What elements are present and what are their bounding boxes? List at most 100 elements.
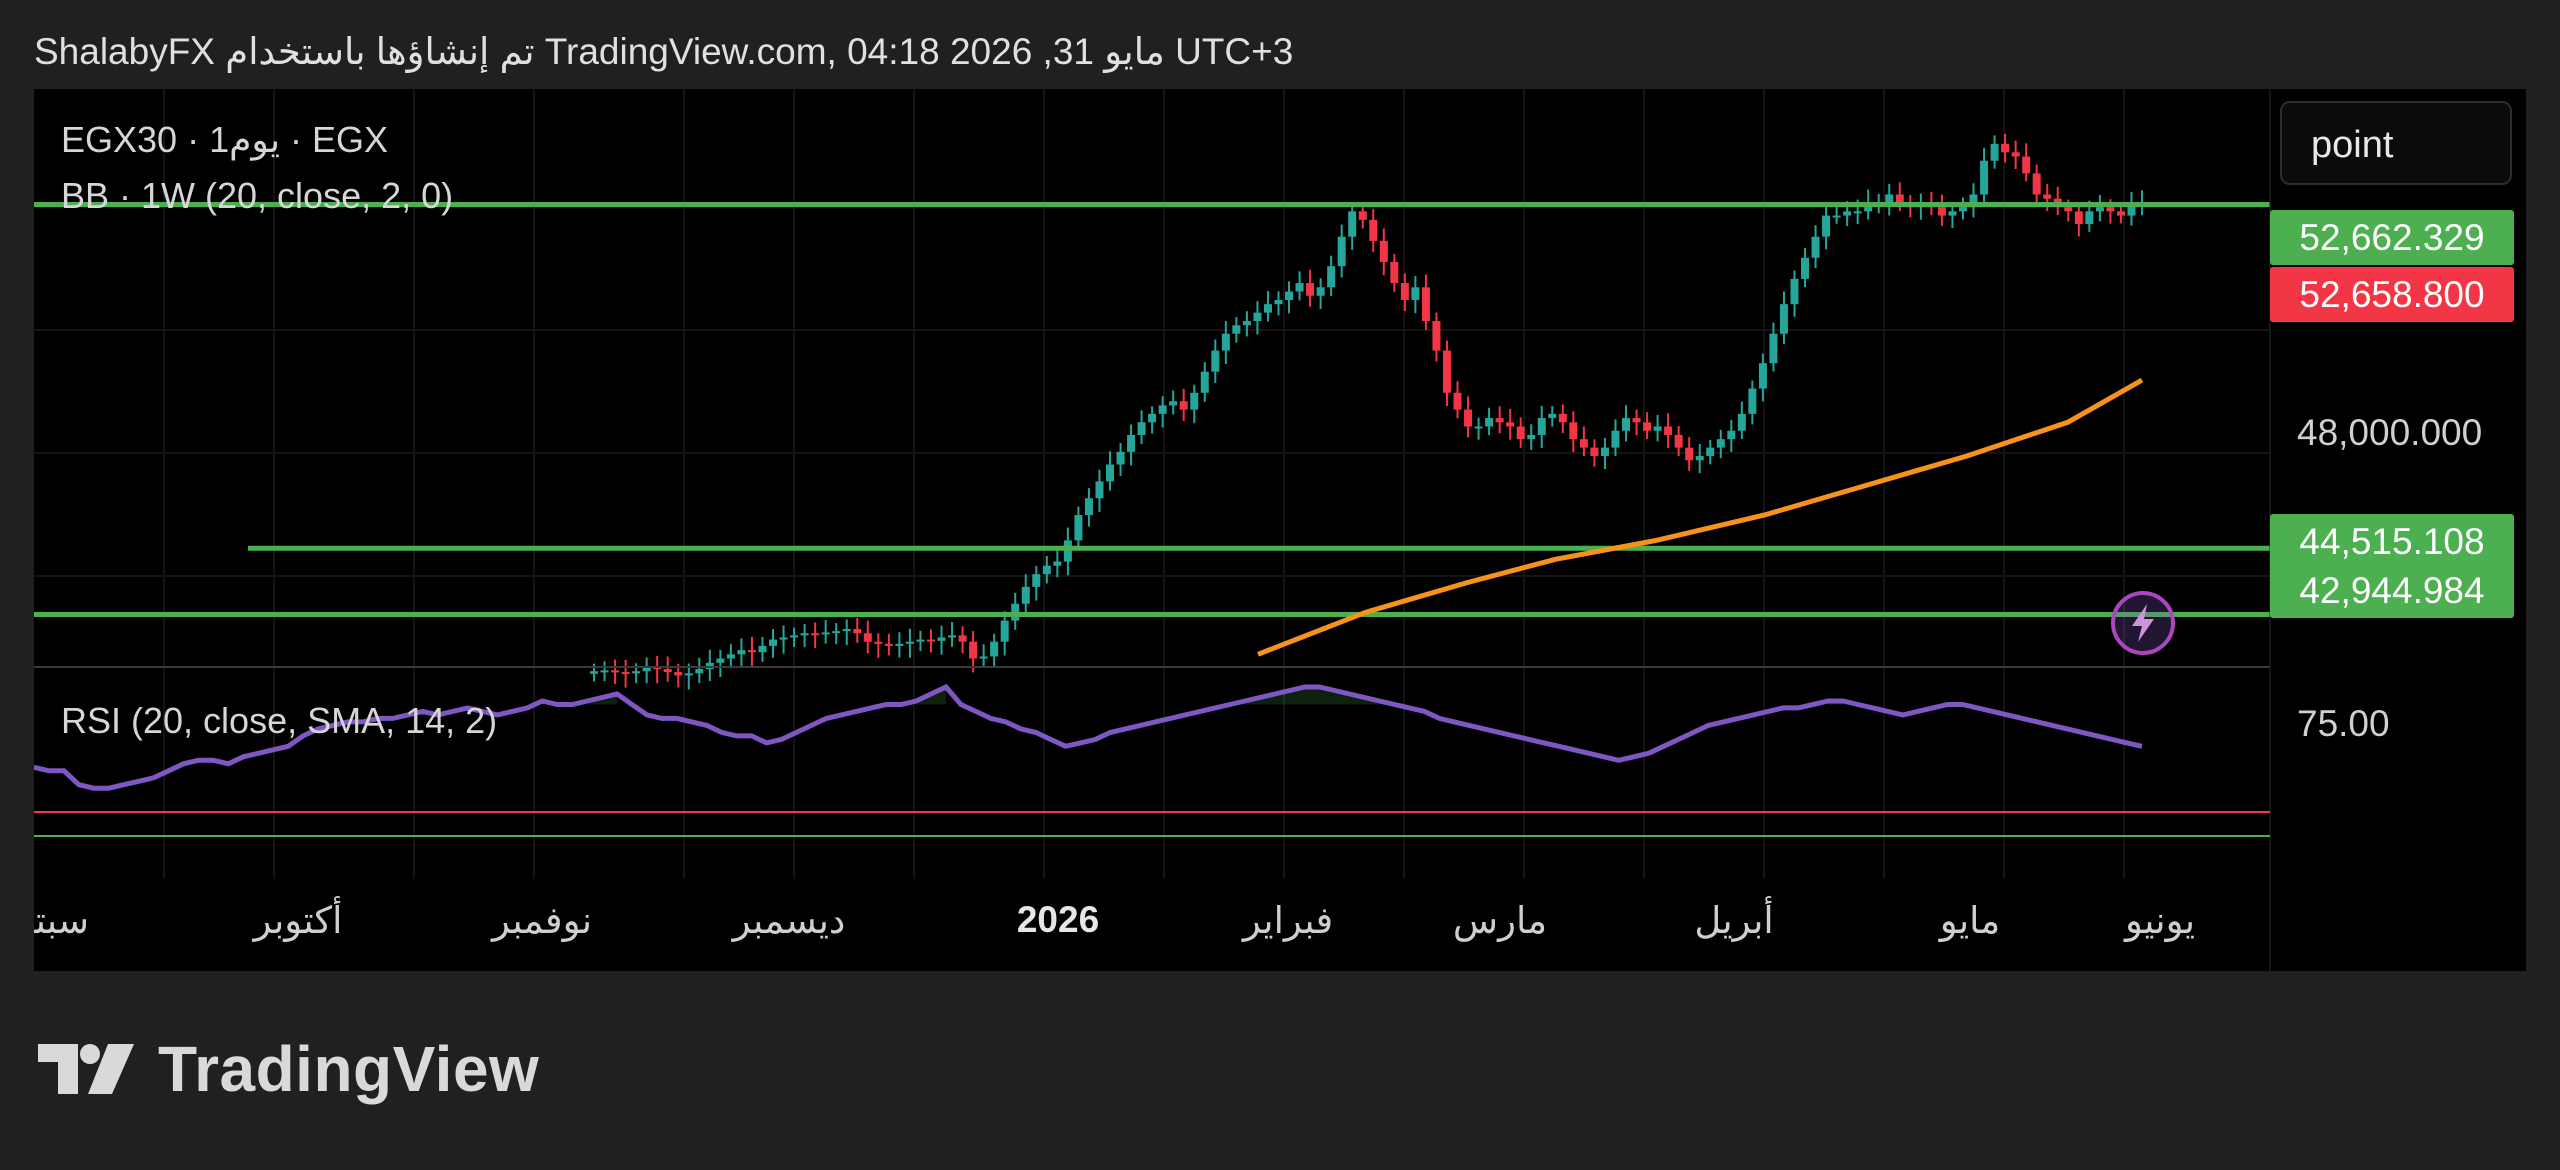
time-label-feb: فبراير [1242,900,1334,941]
candle [611,659,620,685]
candle [747,636,756,667]
candle [948,621,957,647]
candle-body [611,670,620,673]
candle [1063,527,1072,576]
scale-mode-button[interactable]: point [2280,101,2512,185]
candle-body [1958,207,1967,212]
candle-body [1411,287,1420,300]
candle-body [2032,173,2041,195]
candle-body [674,672,683,676]
candle-body [905,641,914,644]
time-label-apr: أبريل [1694,900,1774,941]
flash-icon[interactable] [2108,588,2178,658]
candle [2095,194,2104,222]
candle-body [1021,586,1030,604]
candle-body [1274,299,1283,305]
candle-body [1548,413,1557,419]
price-tag-upper-level: 52,662.329 [2270,210,2514,265]
candle [2011,140,2020,169]
tradingview-logo-icon [38,1044,134,1094]
candle [863,620,872,654]
candle-body [1853,211,1862,214]
candle [832,623,841,645]
candle-body [1864,202,1873,212]
candle-body [863,633,872,642]
candle [1042,555,1051,584]
candle [1137,410,1146,445]
price-chart[interactable] [34,89,2526,971]
candle-body [1379,240,1388,262]
chart-header: ShalabyFX تم إنشاؤها باستخدام TradingVie… [34,31,1294,72]
candle [1021,574,1030,616]
candle-body [1358,211,1367,220]
candle [1706,439,1715,465]
candle-body [1885,194,1894,203]
candle-body [2043,194,2052,199]
candle-body [2011,152,2020,157]
candle-body [1232,325,1241,334]
rsi-line [34,683,2143,791]
candle [1158,396,1167,428]
candle-body [1779,304,1788,334]
price-tag-lower-level: 42,944.984 [2270,563,2514,618]
candle-body [2074,211,2083,225]
candle-body [1369,219,1378,241]
candle-body [2116,211,2125,216]
indicator-legend[interactable]: BB · 1W (20, close, 2, 0) [61,175,454,216]
candle-body [1948,211,1957,216]
chart-area[interactable]: EGX30 · يوم1 · EGX BB · 1W (20, close, 2… [34,89,2526,971]
candle [1801,247,1810,288]
candle [1822,202,1831,250]
candle-body [1148,413,1157,423]
candle-body [1537,418,1546,435]
candle-body [1558,413,1567,423]
candle [1674,426,1683,457]
candle-body [1695,456,1704,461]
candle-body [990,641,999,657]
candle [958,626,967,654]
candle-body [1506,422,1515,427]
candle-body [758,645,767,653]
candle-body [1758,363,1767,389]
brand-name: TradingView [158,1033,540,1105]
candle [1306,269,1315,307]
candle [853,617,862,643]
candle-body [1716,439,1725,448]
candle [1885,183,1894,216]
candle [1495,406,1504,434]
rsi-legend[interactable]: RSI (20, close, SMA, 14, 2) [61,700,498,741]
candle-body [1169,401,1178,406]
candle [1253,301,1262,335]
tradingview-brand: TradingView [38,1033,539,1105]
candle [1127,424,1136,466]
candle-body [1632,418,1641,423]
symbol-legend[interactable]: EGX30 · يوم1 · EGX [61,119,389,160]
candle [1369,208,1378,252]
candle [737,638,746,667]
candle-body [1306,283,1315,296]
candle-body [1074,515,1083,541]
candle [1611,419,1620,457]
candle [1400,273,1409,311]
candle [811,622,820,649]
candle [969,631,978,673]
candle [1579,426,1588,457]
candle [695,657,704,684]
candle [1622,405,1630,442]
candle [663,656,672,682]
candle [1716,429,1725,459]
candle [2001,133,2010,163]
candle [1169,390,1178,415]
candle-body [790,635,799,638]
candle-body [1590,447,1599,457]
candle-body [2127,202,2136,216]
candle-body [1464,409,1473,427]
candle-body [1211,350,1220,372]
candle [1053,550,1062,578]
candle-body [1453,392,1462,410]
time-label-oct: أكتوبر [253,900,343,941]
candle-body [1295,283,1304,292]
candle [2032,164,2041,205]
candle [1506,408,1515,440]
candle-body [1421,287,1430,322]
